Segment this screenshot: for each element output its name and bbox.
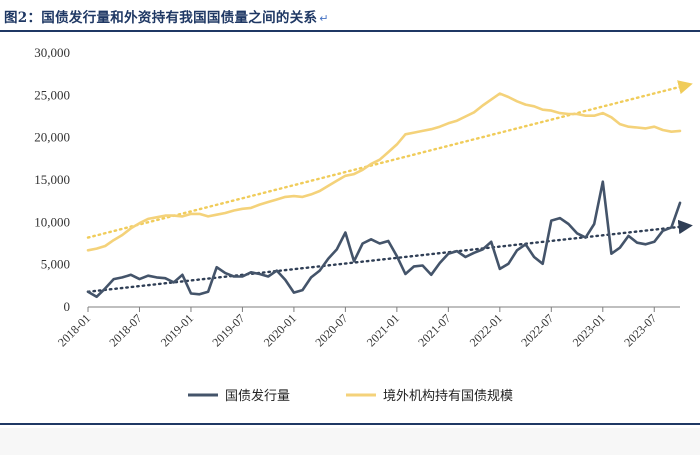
x-tick-label: 2019-07 xyxy=(209,311,247,349)
x-tick-label: 2019-01 xyxy=(158,311,196,349)
figure-title: 图2：国债发行量和外资持有我国国债量之间的关系 xyxy=(4,10,318,26)
trendline xyxy=(86,80,693,239)
x-tick-label: 2022-07 xyxy=(518,311,556,349)
x-tick-label: 2021-01 xyxy=(364,311,402,349)
chart: 0 5,000 10,000 15,000 20,000 25,000 30,000 2018… xyxy=(34,45,693,404)
x-tick-label: 2023-07 xyxy=(621,311,659,349)
series-line xyxy=(86,92,682,252)
bottom-rule xyxy=(0,423,700,425)
x-tick-label: 2018-07 xyxy=(106,311,144,349)
top-rule xyxy=(0,30,700,32)
return-mark-icon: ↵ xyxy=(319,12,329,25)
x-tick-label: 2022-01 xyxy=(467,311,505,349)
y-tick-label: 5,000 xyxy=(41,257,70,272)
x-tick-label: 2023-01 xyxy=(570,311,608,349)
legend: 国债发行量 境外机构持有国债规模 xyxy=(188,388,513,404)
legend-label: 境外机构持有国债规模 xyxy=(383,389,513,404)
figure-title-row: 图2：国债发行量和外资持有我国国债量之间的关系 ↵ xyxy=(4,6,696,28)
series-line xyxy=(86,180,682,299)
legend-label: 国债发行量 xyxy=(225,388,290,404)
trendline xyxy=(86,219,693,293)
y-tick-label: 10,000 xyxy=(34,214,70,229)
y-tick-label: 15,000 xyxy=(34,172,70,187)
footer-strip xyxy=(0,428,700,455)
y-tick-label: 0 xyxy=(64,299,71,314)
x-tick-label: 2020-07 xyxy=(312,311,350,349)
x-tick-label: 2021-07 xyxy=(415,311,453,349)
y-tick-label: 20,000 xyxy=(34,130,70,145)
x-tick-label: 2018-01 xyxy=(55,311,93,349)
y-tick-label: 30,000 xyxy=(34,45,70,60)
y-tick-label: 25,000 xyxy=(34,87,70,102)
x-tick-label: 2020-01 xyxy=(261,311,299,349)
